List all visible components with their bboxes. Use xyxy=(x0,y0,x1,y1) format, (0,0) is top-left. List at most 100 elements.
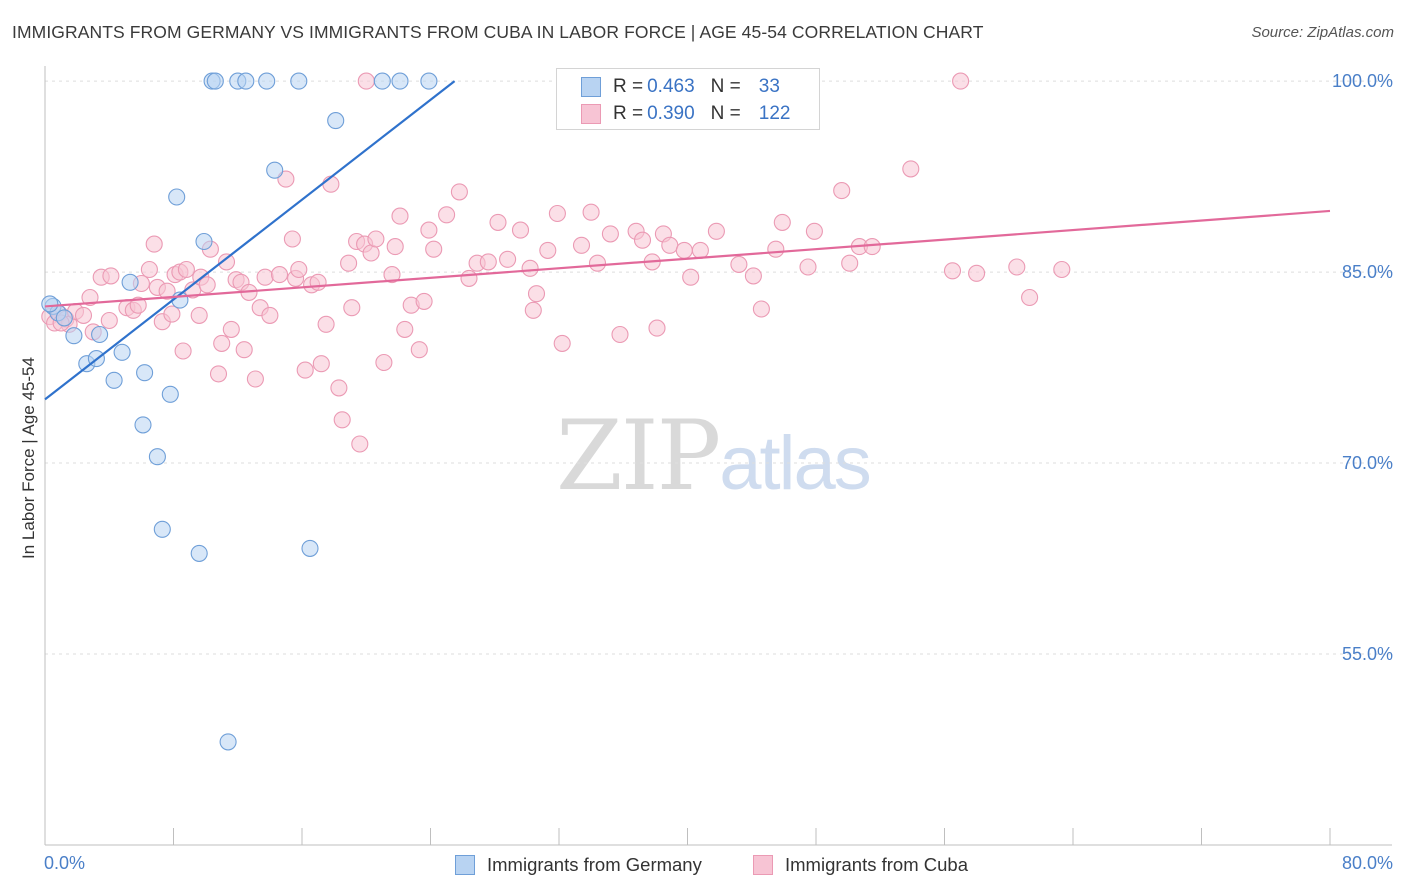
germany-point xyxy=(148,448,166,466)
cuba-point xyxy=(902,160,920,178)
cuba-point xyxy=(952,72,970,90)
cuba-point xyxy=(213,334,231,352)
series-swatch-cuba xyxy=(753,855,773,875)
cuba-point xyxy=(460,269,478,287)
cuba-point xyxy=(682,268,700,286)
cuba-point xyxy=(863,238,881,256)
germany-point xyxy=(121,273,139,291)
cuba-point xyxy=(74,306,93,324)
cuba-point xyxy=(479,253,497,271)
legend-row-germany: R = 0.463 N = 33 xyxy=(581,74,780,100)
cuba-point xyxy=(730,255,748,273)
cuba-point xyxy=(235,341,253,359)
cuba-point xyxy=(333,411,351,429)
cuba-point xyxy=(572,236,591,254)
cuba-point xyxy=(177,260,195,279)
cuba-point xyxy=(290,260,308,279)
y-axis-title: In Labor Force | Age 45-54 xyxy=(19,357,38,559)
cuba-point xyxy=(521,259,539,277)
cuba-point xyxy=(661,236,679,254)
cuba-trend-line xyxy=(44,209,1331,308)
cuba-point xyxy=(707,222,725,240)
cuba-point xyxy=(744,267,762,285)
cuba-point xyxy=(601,225,619,243)
germany-point xyxy=(373,72,391,90)
cuba-point xyxy=(420,221,438,239)
cuba-point xyxy=(145,235,163,253)
cuba-point xyxy=(140,260,158,279)
series-legend: Immigrants from Germany Immigrants from … xyxy=(0,851,1406,879)
germany-point xyxy=(55,309,73,327)
y-tick-label: 85.0% xyxy=(1342,262,1393,282)
series-legend-germany[interactable]: Immigrants from Germany xyxy=(455,851,702,879)
trend-lines xyxy=(44,80,1331,401)
germany-point xyxy=(266,161,284,179)
chart-title: IMMIGRANTS FROM GERMANY VS IMMIGRANTS FR… xyxy=(12,22,984,42)
cuba-point xyxy=(410,341,428,359)
cuba-point xyxy=(330,379,348,397)
germany-point xyxy=(219,733,237,751)
cuba-point xyxy=(1008,258,1026,276)
cuba-point xyxy=(367,230,385,248)
germany-point xyxy=(237,72,255,90)
cuba-point xyxy=(582,203,600,221)
germany-point xyxy=(258,72,276,90)
cuba-point xyxy=(190,306,208,324)
cuba-point xyxy=(1021,288,1039,307)
cuba-point xyxy=(691,241,709,259)
zipatlas-watermark: ZIPatlas xyxy=(556,400,872,512)
axis-labels: 100.0% 85.0% 70.0% 55.0% 0.0% 80.0% In Labor F… xyxy=(19,71,1393,873)
cuba-point xyxy=(524,301,542,319)
cuba-point xyxy=(425,240,443,258)
cuba-point xyxy=(553,334,571,352)
cuba-point xyxy=(100,311,118,330)
cuba-point xyxy=(129,296,147,314)
germany-point xyxy=(134,416,152,434)
germany-point xyxy=(113,343,131,361)
cuba-point xyxy=(752,300,770,318)
cuba-point xyxy=(163,305,181,323)
legend-r-value-cuba: 0.390 xyxy=(647,103,695,124)
cuba-point xyxy=(450,183,468,201)
cuba-point xyxy=(383,266,401,284)
series-label-cuba: Immigrants from Cuba xyxy=(785,854,968,875)
cuba-point xyxy=(675,241,693,259)
cuba-point xyxy=(391,207,409,225)
cuba-point xyxy=(527,285,546,303)
cuba-point xyxy=(499,250,517,268)
cuba-point xyxy=(277,170,295,188)
germany-point xyxy=(168,188,186,206)
cuba-point xyxy=(317,315,335,333)
germany-point xyxy=(206,72,224,90)
cuba-point xyxy=(343,299,361,317)
cuba-point xyxy=(217,253,236,271)
cuba-point xyxy=(340,254,358,272)
cuba-point xyxy=(588,254,607,272)
cuba-point xyxy=(198,276,216,294)
correlation-legend: R = 0.463 N = 33 R = 0.390 N = 122 xyxy=(556,68,820,130)
germany-point xyxy=(105,371,123,389)
legend-r-label: R = xyxy=(613,76,644,97)
cuba-point xyxy=(357,72,375,90)
series-swatch-germany xyxy=(455,855,475,875)
cuba-point xyxy=(296,361,314,379)
germany-point xyxy=(195,232,213,251)
cuba-point xyxy=(968,264,986,282)
cuba-point xyxy=(548,204,566,223)
series-legend-cuba[interactable]: Immigrants from Cuba xyxy=(753,851,968,879)
germany-point xyxy=(290,72,308,90)
cuba-point xyxy=(1053,260,1071,279)
cuba-point xyxy=(611,325,629,344)
cuba-point xyxy=(396,320,414,338)
series-label-germany: Immigrants from Germany xyxy=(487,854,702,875)
x-tick-label: 0.0% xyxy=(44,853,85,873)
cuba-point xyxy=(539,241,557,259)
legend-n-label: N = xyxy=(710,76,741,97)
legend-n-value-germany: 33 xyxy=(758,76,780,97)
cuba-point xyxy=(511,221,530,239)
cuba-point xyxy=(158,282,176,300)
legend-swatch-cuba xyxy=(581,104,601,124)
germany-points xyxy=(41,72,438,751)
cuba-point xyxy=(799,258,817,276)
legend-r-label: R = xyxy=(613,103,644,124)
